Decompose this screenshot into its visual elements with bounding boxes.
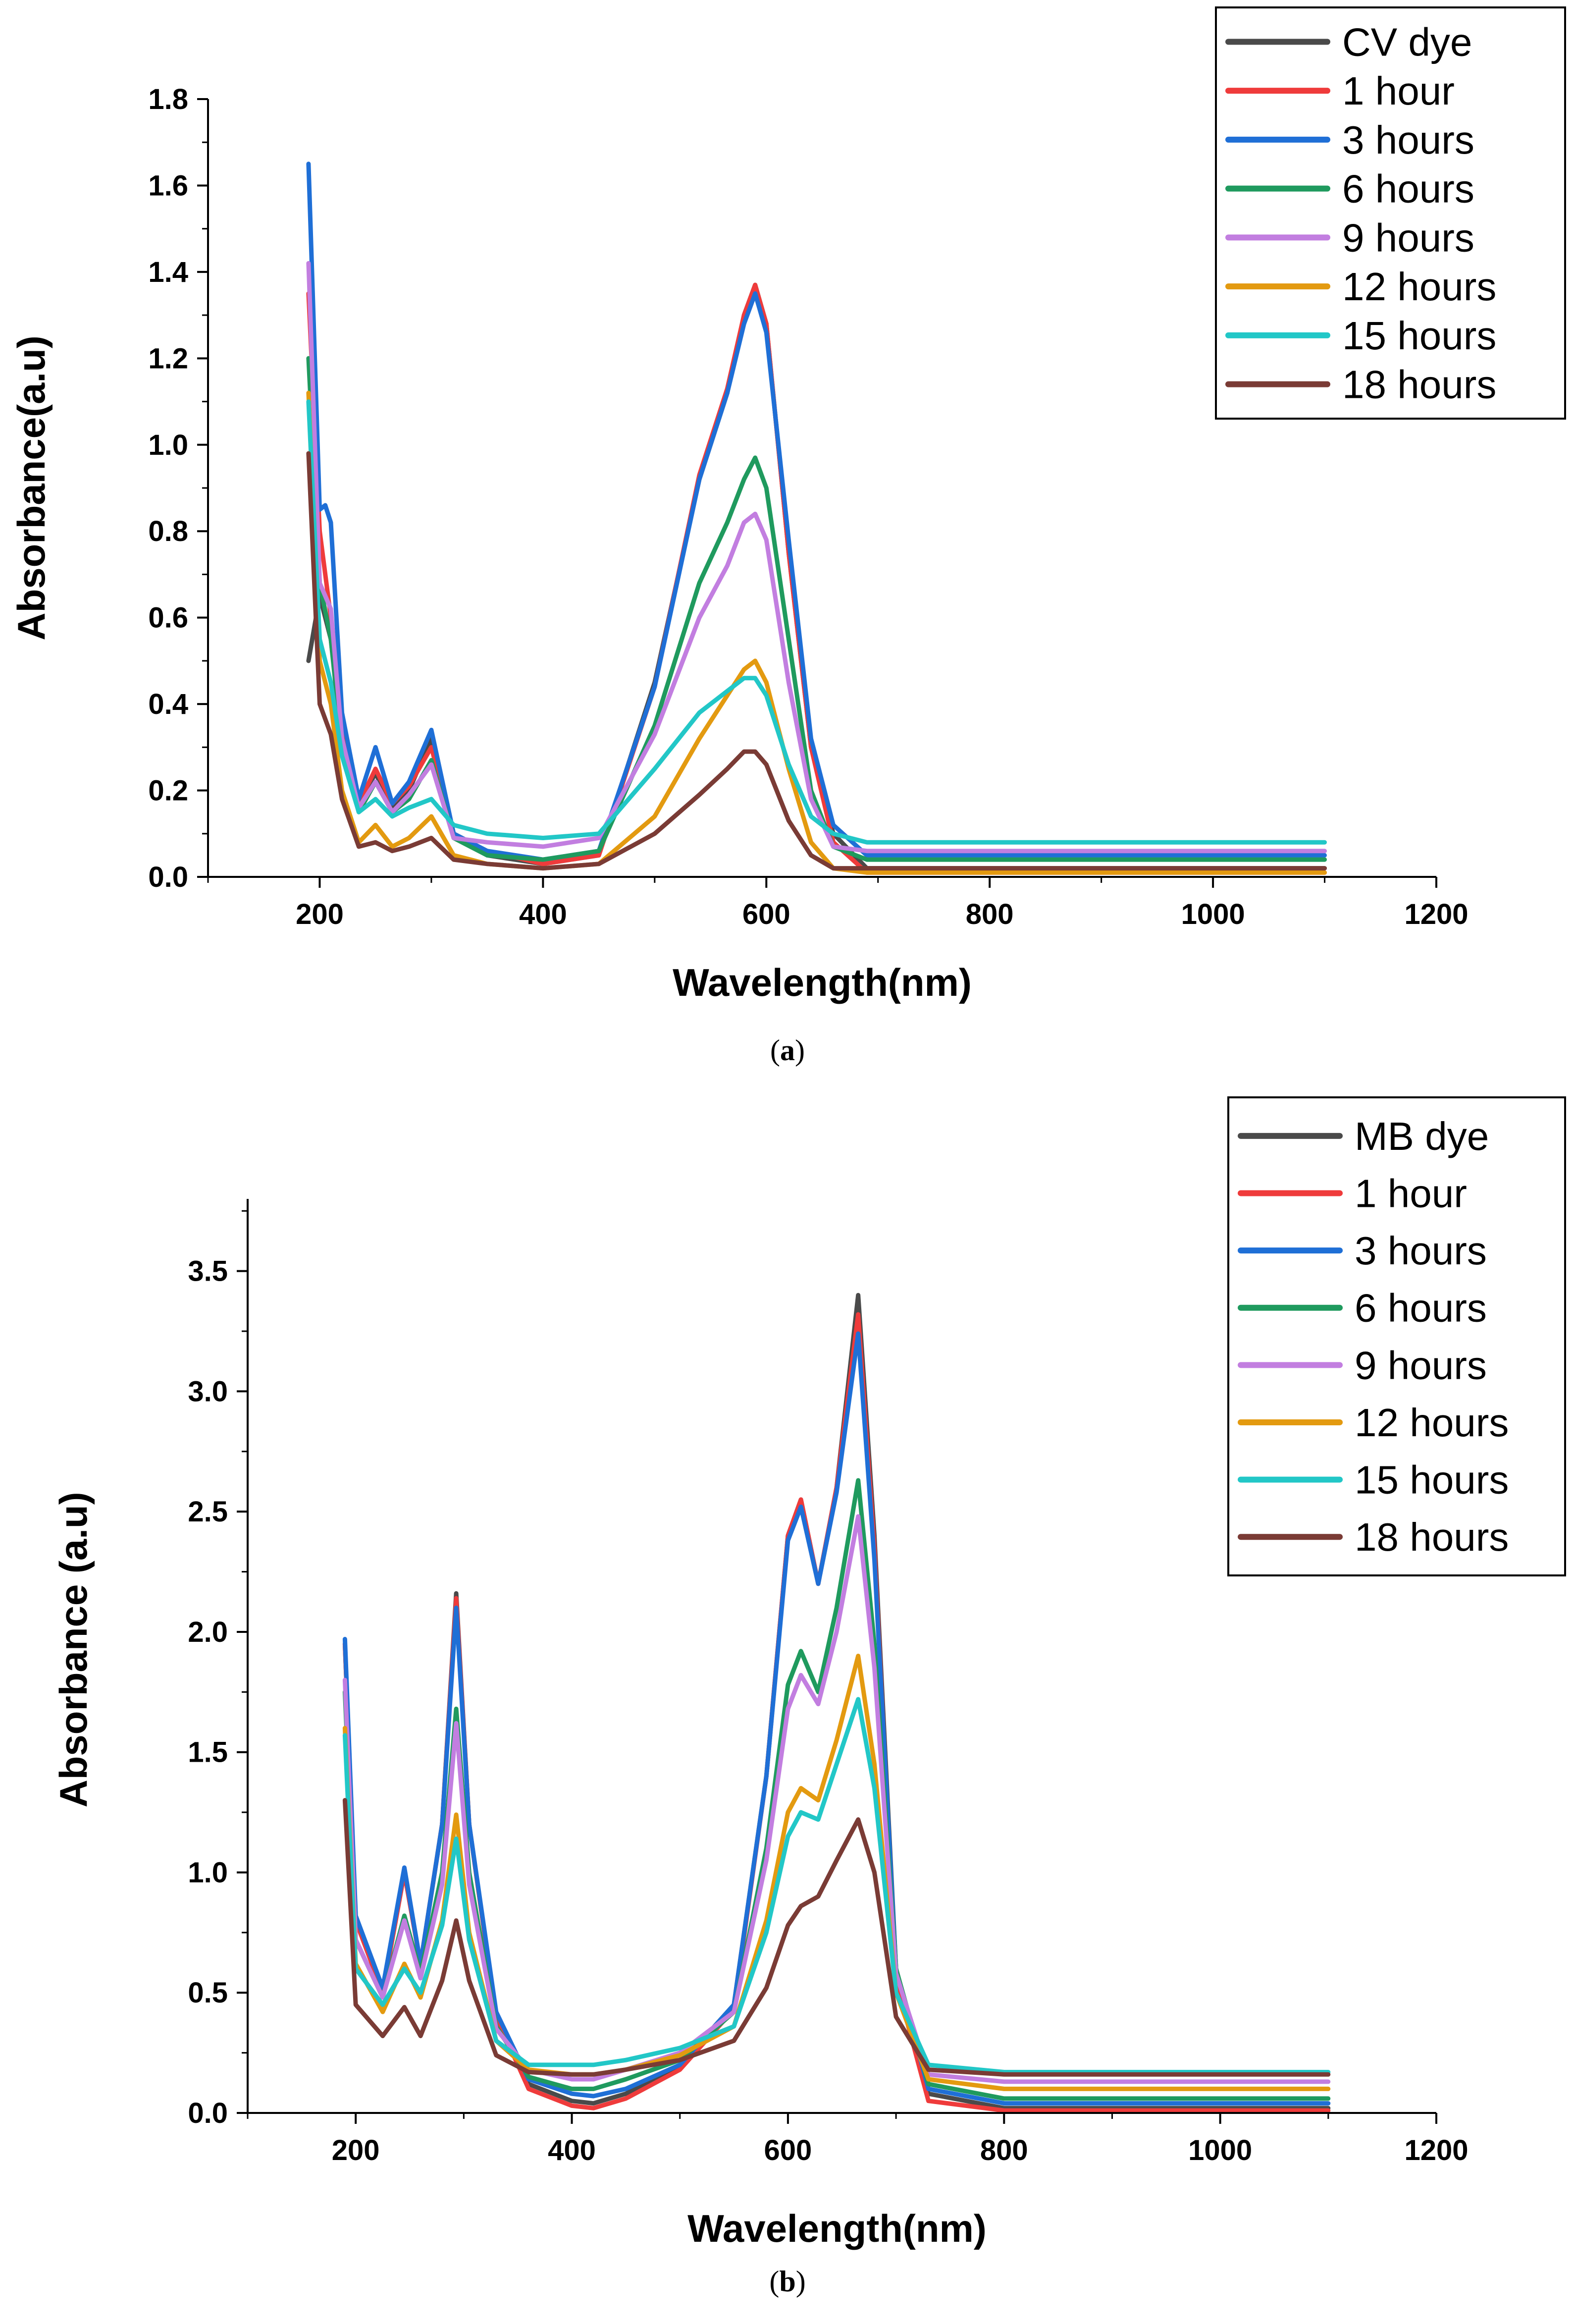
- series-line-15-hours: [342, 1697, 1331, 2074]
- legend-box: [1215, 6, 1566, 420]
- legend-label: CV dye: [1342, 20, 1472, 64]
- y-tick-label: 3.5: [188, 1255, 228, 1288]
- series-line-15-hours: [306, 399, 1327, 845]
- legend-label: 15 hours: [1355, 1458, 1509, 1502]
- chart-b: 200 400 600 800 1000 1200 0.0 0.5 1.0 1.5 2.0 2.5 3.…: [52, 1096, 1566, 2298]
- legend-label: 15 hours: [1342, 314, 1496, 358]
- legend-label: 9 hours: [1342, 216, 1474, 260]
- y-tick-label: 0.0: [188, 2097, 228, 2129]
- y-tick-label: 2.0: [188, 1616, 228, 1648]
- y-tick-label: 1.5: [188, 1736, 228, 1769]
- y-tick-label: 1.2: [148, 342, 188, 375]
- series-line-18-hours: [342, 1798, 1331, 2077]
- y-tick-label: 0.2: [148, 775, 188, 807]
- x-tick-label: 200: [296, 898, 344, 930]
- legend: CV dye 1 hour 3 hours 6 hours 9 hours 12 hour…: [1215, 6, 1566, 420]
- x-tick-label: 200: [332, 2134, 380, 2166]
- x-tick-label: 600: [764, 2134, 812, 2166]
- y-tick-label: 1.4: [148, 256, 188, 288]
- x-tick-label: 800: [966, 898, 1014, 930]
- y-axis-title: Absorbance (a.u): [52, 1492, 95, 1807]
- chart-a: 200 400 600 800 1000 1200 0.0 0.2 0.4 0.6 0.8 1.0 1.…: [9, 6, 1566, 1067]
- legend-label: 6 hours: [1355, 1286, 1487, 1330]
- y-tick-label: 1.0: [188, 1856, 228, 1889]
- y-axis-title: Absorbance(a.u): [9, 335, 53, 640]
- legend-label: 12 hours: [1355, 1401, 1509, 1445]
- series-line-6-hours: [306, 356, 1327, 862]
- y-tick-label: 3.0: [188, 1375, 228, 1407]
- legend-label: 9 hours: [1355, 1343, 1487, 1387]
- legend-label: 12 hours: [1342, 265, 1496, 309]
- legend-label: 1 hour: [1355, 1171, 1467, 1215]
- legend-label: 1 hour: [1342, 69, 1455, 113]
- caption-letter: b: [779, 2265, 795, 2298]
- x-tick-label: 1000: [1181, 898, 1245, 930]
- series-line-18-hours: [306, 451, 1327, 871]
- x-axis-title: Wavelength(nm): [673, 961, 972, 1004]
- x-tick-label: 1200: [1404, 898, 1468, 930]
- legend-label: 3 hours: [1342, 118, 1474, 162]
- series-line-cv-dye: [306, 282, 1327, 871]
- legend-label: MB dye: [1355, 1114, 1489, 1158]
- series-lines: [306, 162, 1327, 875]
- series-line-1-hour: [306, 282, 1327, 875]
- x-tick-label: 400: [548, 2134, 596, 2166]
- legend: MB dye 1 hour 3 hours 6 hours 9 hours 12 hour…: [1227, 1096, 1566, 1576]
- y-tick-label: 0.4: [148, 688, 188, 720]
- y-tick-label: 1.0: [148, 429, 188, 461]
- x-axis-title: Wavelength(nm): [687, 2207, 987, 2250]
- y-tick-label: 1.6: [148, 169, 188, 202]
- legend-label: 18 hours: [1342, 363, 1496, 407]
- y-tick-label: 0.6: [148, 602, 188, 634]
- x-tick-label: 400: [519, 898, 567, 930]
- y-tick-label: 2.5: [188, 1496, 228, 1528]
- y-tick-label: 0.5: [188, 1977, 228, 2009]
- y-tick-label: 0.0: [148, 861, 188, 893]
- series-line-3-hours: [306, 162, 1327, 862]
- legend-label: 6 hours: [1342, 167, 1474, 211]
- y-tick-label: 0.8: [148, 515, 188, 547]
- series-line-3-hours: [342, 1331, 1331, 2106]
- x-tick-label: 1200: [1404, 2134, 1468, 2166]
- series-lines: [342, 1293, 1331, 2113]
- legend-label: 3 hours: [1355, 1229, 1487, 1273]
- figure-caption: (b): [769, 2265, 805, 2298]
- y-tick-label: 1.8: [148, 83, 188, 115]
- figure-caption: (a): [770, 1034, 805, 1067]
- legend-box: [1227, 1096, 1566, 1576]
- x-tick-label: 1000: [1188, 2134, 1252, 2166]
- caption-letter: a: [780, 1034, 795, 1067]
- x-tick-label: 600: [742, 898, 790, 930]
- x-tick-label: 800: [980, 2134, 1028, 2166]
- legend-label: 18 hours: [1355, 1515, 1509, 1559]
